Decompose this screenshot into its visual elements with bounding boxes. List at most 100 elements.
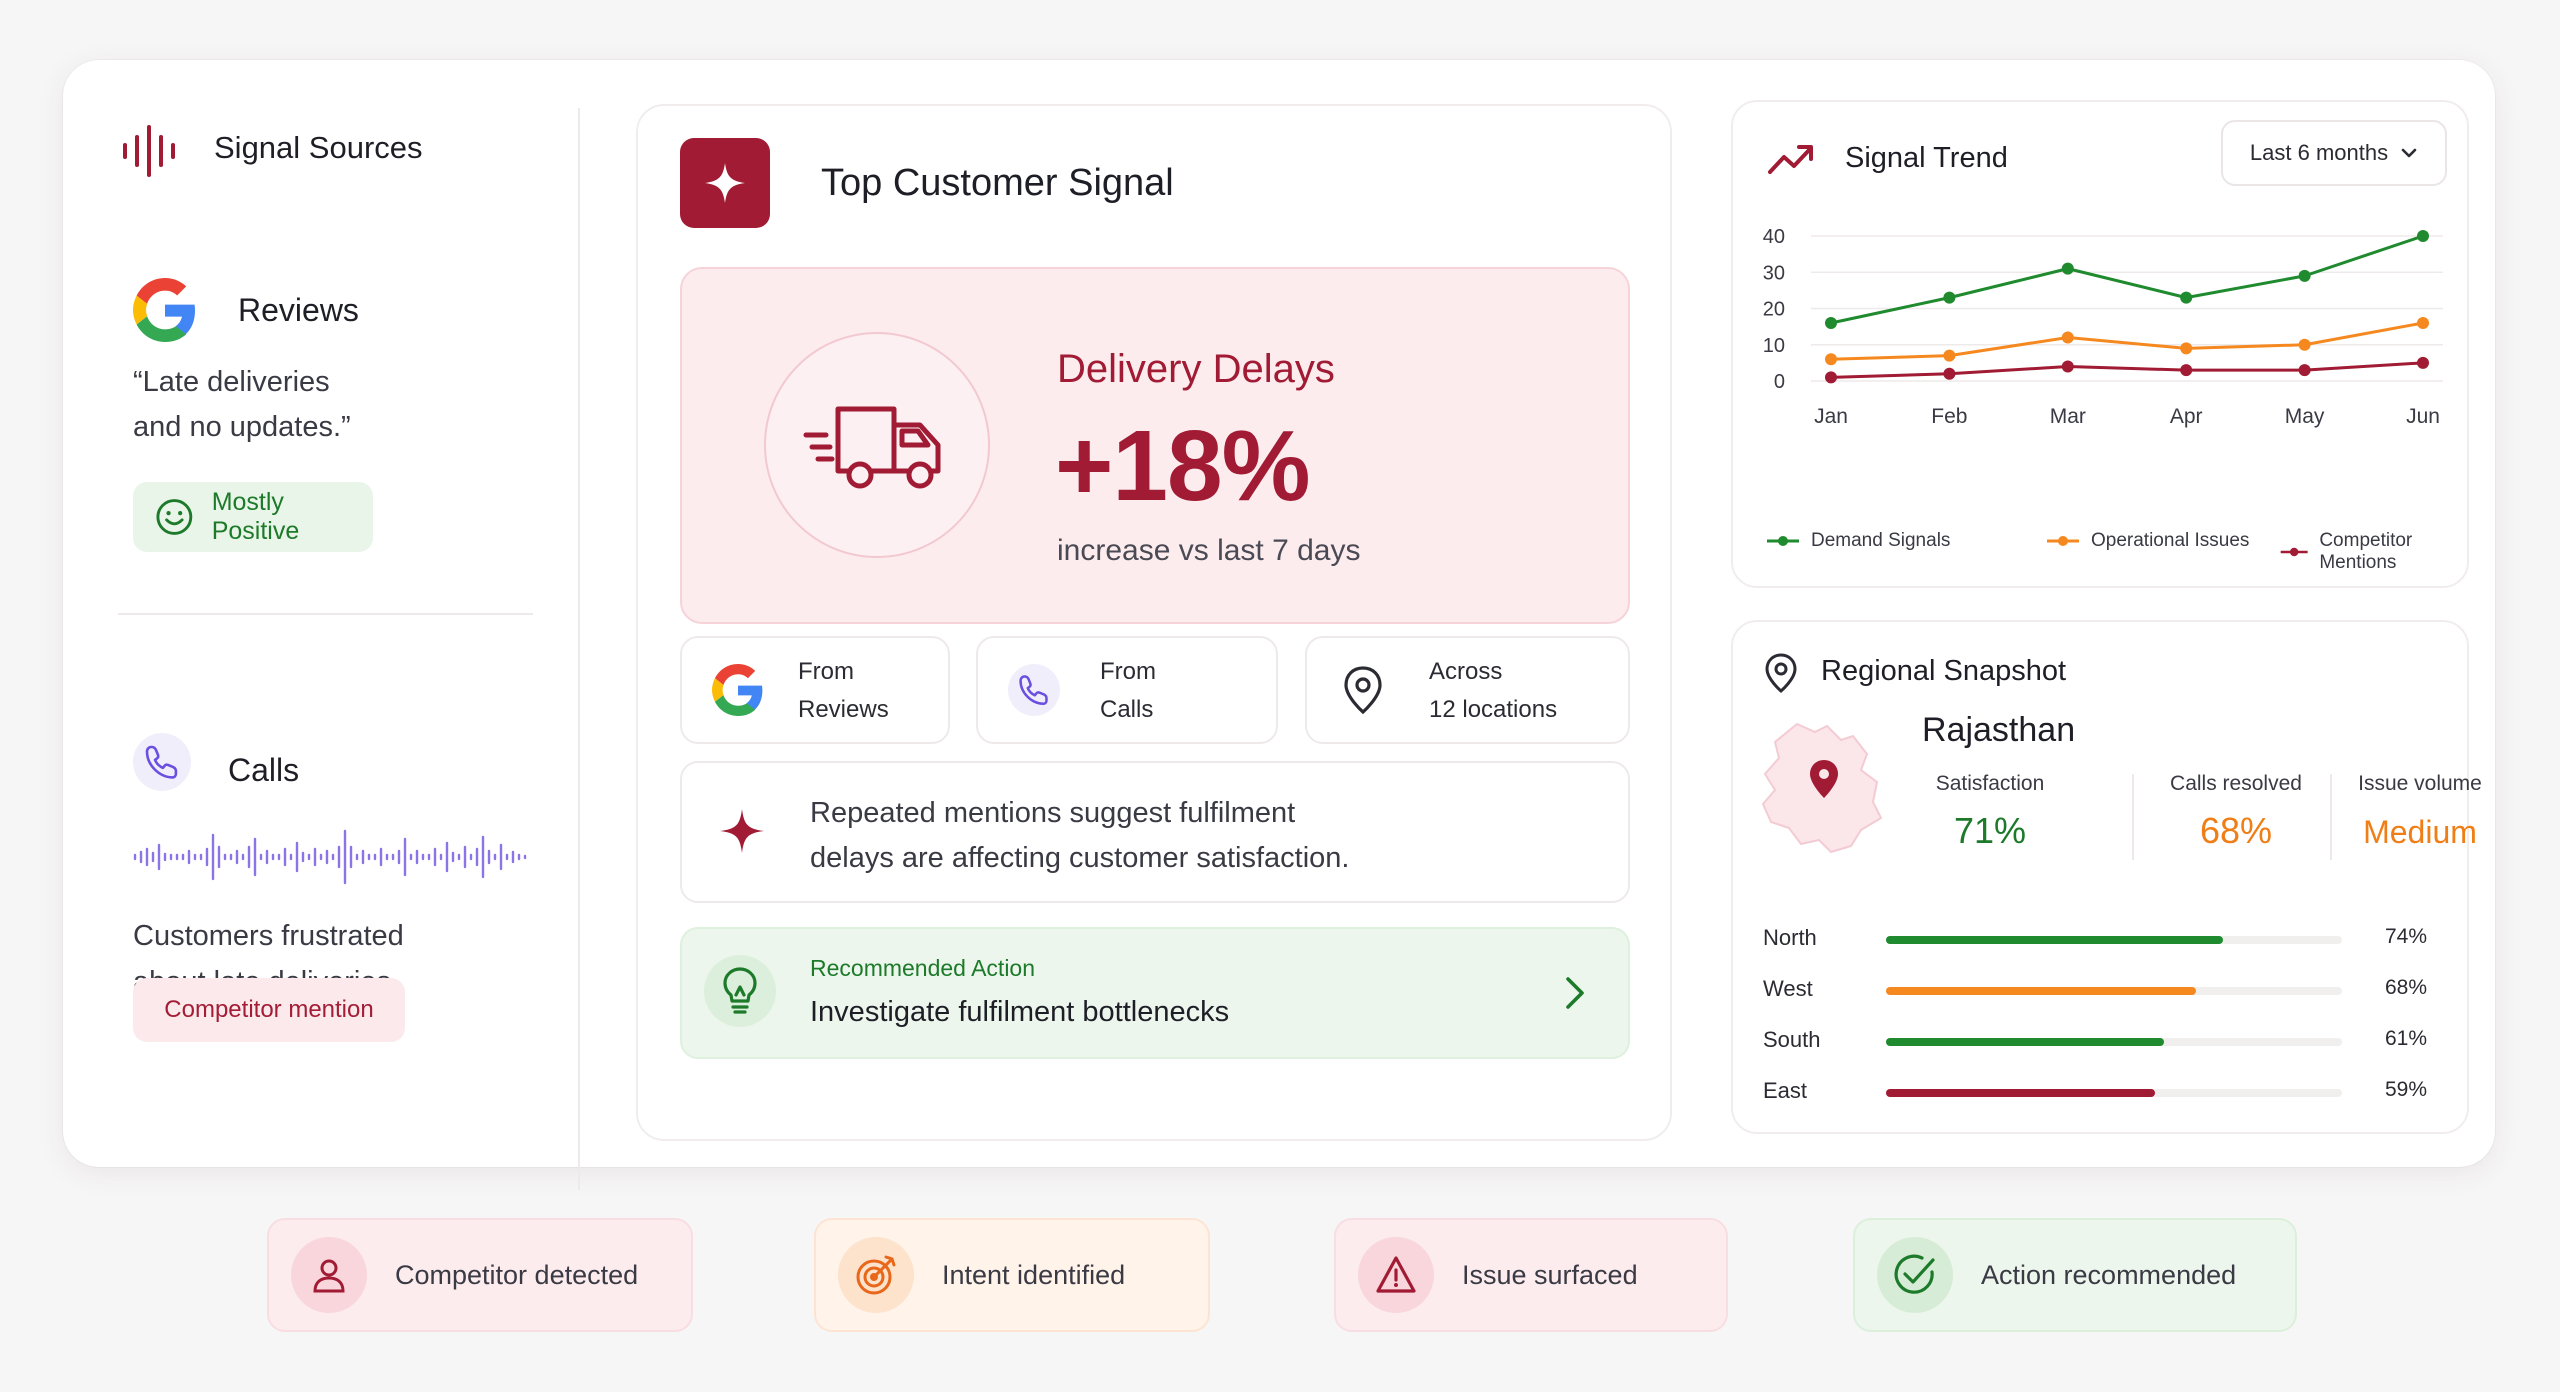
region-bar-track	[1886, 936, 2342, 944]
region-bar-value: 59%	[2385, 1078, 2428, 1101]
location-pin-icon	[1344, 666, 1382, 715]
metric-divider	[2330, 774, 2332, 860]
google-icon	[712, 664, 763, 716]
calls-title: Calls	[228, 752, 300, 788]
metric-value: 71%	[1953, 810, 2027, 851]
series-line	[1830, 361, 2424, 379]
reviews-title: Reviews	[238, 292, 359, 328]
source-chip-line: From	[1100, 658, 1156, 685]
signal-trend-chart: 0 10 20 30 40 Jan Feb Mar Apr May Jun	[1763, 226, 2443, 428]
smile-icon	[156, 499, 193, 535]
region-bar-row: East 59%	[1763, 1078, 2443, 1108]
source-chip-line: Calls	[1100, 696, 1154, 723]
review-quote-line: and no updates.”	[133, 411, 351, 443]
legend-swatch	[1767, 536, 1799, 546]
data-point	[1825, 317, 1837, 329]
target-icon	[838, 1237, 914, 1313]
x-tick-label: Apr	[2170, 405, 2203, 428]
region-bar-track	[1886, 1038, 2342, 1046]
competitor-mention-label: Competitor mention	[164, 996, 374, 1023]
person-icon	[291, 1237, 367, 1313]
region-bar-track	[1886, 987, 2342, 995]
signal-change-caption: increase vs last 7 days	[1057, 534, 1361, 567]
metric-label: Issue volume	[2358, 772, 2482, 795]
legend-label: Competitor Mentions	[2319, 530, 2413, 573]
region-bar-row: South 61%	[1763, 1027, 2443, 1057]
source-chip-line: Reviews	[798, 696, 889, 723]
region-bar-fill	[1886, 1089, 2156, 1097]
data-point	[1943, 367, 1956, 380]
legend-swatch	[2047, 536, 2079, 546]
signal-sources-panel: Signal Sources Reviews “Late deliveries …	[63, 60, 578, 1130]
region-map-icon	[1761, 722, 1883, 854]
x-tick-label: Jan	[1814, 405, 1848, 428]
data-point	[1825, 371, 1837, 384]
data-point	[2417, 230, 2429, 242]
google-icon	[133, 278, 195, 342]
region-bar-label: West	[1763, 976, 1813, 1001]
insight-text: Repeated mentions suggest fulfilment del…	[810, 791, 1349, 881]
data-point	[1943, 349, 1956, 362]
y-tick-label: 40	[1763, 226, 1785, 248]
y-tick-label: 0	[1774, 371, 1785, 393]
action-text: Investigate fulfilment bottlenecks	[810, 996, 1230, 1028]
data-point	[2061, 360, 2074, 373]
region-bar-label: South	[1763, 1027, 1821, 1052]
audio-waveform	[133, 829, 527, 885]
chevron-right-icon[interactable]	[1560, 973, 1590, 1013]
status-chip-intent-identified: Intent identified	[814, 1218, 1210, 1332]
series-line	[1830, 234, 2424, 325]
data-point	[2298, 269, 2311, 282]
region-bar-row: West 68%	[1763, 976, 2443, 1006]
calls-summary-line: Customers frustrated	[133, 920, 404, 952]
data-point	[2180, 342, 2193, 355]
legend-item: Competitor Mentions	[2279, 530, 2467, 574]
data-point	[2298, 338, 2311, 351]
metric-value: 68%	[2199, 810, 2273, 851]
panel-title: Top Customer Signal	[821, 162, 1174, 204]
signal-wave-icon	[123, 125, 175, 177]
top-customer-signal-panel: Top Customer Signal Delivery D	[636, 104, 1672, 1141]
status-chip-label: Competitor detected	[395, 1259, 639, 1290]
check-circle-icon	[1877, 1237, 1953, 1313]
sparkle-badge	[680, 138, 770, 228]
time-range-value: Last 6 months	[2249, 140, 2389, 165]
warning-icon	[1358, 1237, 1434, 1313]
dashboard-card: Signal Sources Reviews “Late deliveries …	[63, 60, 2495, 1190]
region-bar-value: 68%	[2385, 976, 2428, 999]
metric-label: Satisfaction	[1935, 772, 2045, 795]
source-chip-line: Across	[1429, 658, 1503, 685]
signal-trend-panel: Signal Trend Last 6 months 0 10 20 30 40 Jan F…	[1731, 100, 2469, 588]
legend-item: Operational Issues	[2045, 530, 2249, 552]
metric-value: Medium	[2363, 814, 2477, 850]
signal-sources-title: Signal Sources	[214, 130, 423, 165]
regional-snapshot-panel: Regional Snapshot Rajasthan Satisfaction…	[1731, 620, 2482, 1134]
x-tick-label: Feb	[1931, 405, 1967, 428]
region-bar-fill	[1886, 936, 2224, 944]
insight-line: Repeated mentions suggest fulfilment	[810, 797, 1296, 829]
chevron-down-icon	[2401, 148, 2417, 158]
review-quote-line: “Late deliveries	[133, 366, 330, 398]
signal-change-value: +18%	[1055, 410, 1311, 522]
data-point	[2417, 356, 2429, 369]
recommended-action-card[interactable]: Recommended Action Investigate fulfilmen…	[680, 927, 1630, 1059]
x-tick-label: May	[2285, 405, 2325, 428]
y-tick-label: 30	[1763, 262, 1785, 284]
metric-calls-resolved: Calls resolved 68%	[2161, 772, 2311, 852]
legend-label: Operational Issues	[2091, 530, 2250, 551]
divider	[118, 613, 533, 615]
time-range-select[interactable]: Last 6 months	[2221, 120, 2447, 186]
phone-icon	[133, 733, 191, 791]
sparkle-icon	[720, 809, 764, 853]
region-panel-title: Regional Snapshot	[1821, 655, 2067, 687]
source-chip-line: From	[798, 658, 854, 685]
metric-label: Calls resolved	[2170, 772, 2302, 795]
status-chip-action-recommended: Action recommended	[1853, 1218, 2297, 1332]
source-chip-calls: From Calls	[976, 636, 1278, 744]
data-point	[1825, 353, 1837, 366]
data-point	[2298, 364, 2311, 377]
status-chip-competitor-detected: Competitor detected	[267, 1218, 693, 1332]
legend-swatch	[2280, 547, 2308, 557]
insight-card: Repeated mentions suggest fulfilment del…	[680, 761, 1630, 903]
action-label: Recommended Action	[810, 955, 1036, 981]
